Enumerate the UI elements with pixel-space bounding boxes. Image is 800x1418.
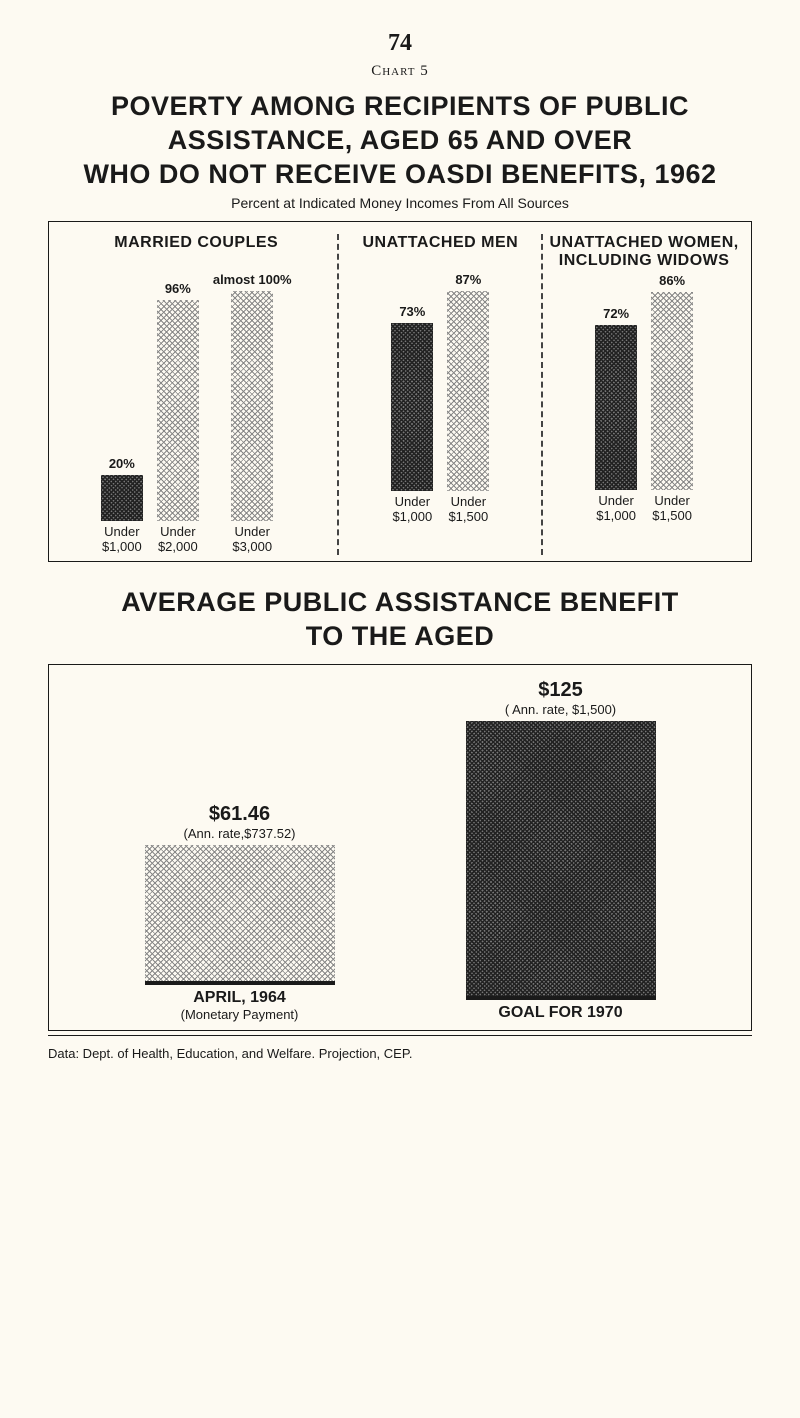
footnote: Data: Dept. of Health, Education, and We…: [48, 1046, 752, 1061]
title-line: WHO DO NOT RECEIVE OASDI BENEFITS, 1962: [48, 158, 752, 192]
bar-percent-label: 86%: [659, 273, 685, 288]
benefit-under-sub: (Monetary Payment): [181, 1007, 299, 1022]
benefit-column: $125( Ann. rate, $1,500) GOAL FOR 1970: [413, 679, 708, 1022]
bar-percent-label: almost 100%: [213, 272, 292, 287]
bar-under-label: Under$1,500: [652, 494, 692, 524]
bar-wrap: [466, 721, 656, 1000]
page-number: 74: [48, 30, 752, 57]
benefit-value: $61.46: [209, 803, 270, 826]
benefit-under-title: GOAL FOR 1970: [498, 1004, 622, 1022]
bar-column: 72% Under$1,000: [595, 306, 637, 524]
bar-percent-label: 73%: [399, 304, 425, 319]
benefit-value: $125: [538, 679, 583, 702]
bar: [447, 291, 489, 491]
bar: [145, 845, 335, 984]
bar-column: 87% Under$1,500: [447, 272, 489, 525]
bar-under-label: Under$2,000: [158, 525, 198, 555]
bar-under-label: Under$1,000: [392, 495, 432, 525]
bar-wrap: [145, 845, 335, 984]
benefit-column: $61.46(Ann. rate,$737.52) APRIL, 1964(Mon…: [92, 803, 387, 1021]
section2-title: AVERAGE PUBLIC ASSISTANCE BENEFIT TO THE…: [48, 586, 752, 654]
panel-title: MARRIED COUPLES: [114, 234, 278, 268]
bar-column: 20% Under$1,000: [101, 456, 143, 555]
title-line: AVERAGE PUBLIC ASSISTANCE BENEFIT: [48, 586, 752, 620]
bar-percent-label: 96%: [165, 281, 191, 296]
panel-title: UNATTACHED WOMEN, INCLUDING WIDOWS: [543, 234, 745, 269]
chart-panel-married: MARRIED COUPLES 20% Under$1,000 96% Under$2,…: [55, 234, 339, 555]
subtitle: Percent at Indicated Money Incomes From …: [48, 195, 752, 211]
divider: [48, 1035, 752, 1036]
bar-column: 86% Under$1,500: [651, 273, 693, 524]
bar: [466, 721, 656, 1000]
bar-under-label: Under$1,000: [102, 525, 142, 555]
benefit-annual-rate: ( Ann. rate, $1,500): [505, 702, 616, 717]
bar-column: 73% Under$1,000: [391, 304, 433, 525]
chart-panel-women: UNATTACHED WOMEN, INCLUDING WIDOWS 72% Und…: [543, 234, 745, 555]
main-title: POVERTY AMONG RECIPIENTS OF PUBLIC ASSIS…: [48, 90, 752, 191]
bar-percent-label: 72%: [603, 306, 629, 321]
bar-under-label: Under$3,000: [232, 525, 272, 555]
bars-row: 72% Under$1,000 86% Under$1,500: [595, 273, 693, 524]
title-line: ASSISTANCE, AGED 65 AND OVER: [48, 124, 752, 158]
panel-title: UNATTACHED MEN: [362, 234, 518, 268]
bar-percent-label: 87%: [455, 272, 481, 287]
bars-row: 73% Under$1,000 87% Under$1,500: [391, 272, 489, 525]
bar: [595, 325, 637, 491]
bar-column: 96% Under$2,000: [157, 281, 199, 555]
benefit-under-title: APRIL, 1964: [193, 989, 285, 1007]
bar-under-label: Under$1,000: [596, 494, 636, 524]
benefit-chart: $61.46(Ann. rate,$737.52) APRIL, 1964(Mon…: [48, 664, 752, 1031]
bar: [157, 300, 199, 521]
title-line: TO THE AGED: [48, 620, 752, 654]
bar-under-label: Under$1,500: [448, 495, 488, 525]
bar: [651, 292, 693, 490]
bars-row: 20% Under$1,000 96% Under$2,000 almost 100% U…: [101, 272, 292, 555]
bar-column: almost 100% Under$3,000: [213, 272, 292, 555]
title-line: POVERTY AMONG RECIPIENTS OF PUBLIC: [48, 90, 752, 124]
chart-panel-men: UNATTACHED MEN 73% Under$1,000 87% Under$1,5…: [339, 234, 543, 555]
poverty-chart: MARRIED COUPLES 20% Under$1,000 96% Under$2,…: [48, 221, 752, 562]
bar-percent-label: 20%: [109, 456, 135, 471]
bar: [101, 475, 143, 521]
chart-label: Chart 5: [48, 63, 752, 80]
bar: [231, 291, 273, 521]
bar: [391, 323, 433, 491]
benefit-annual-rate: (Ann. rate,$737.52): [183, 826, 295, 841]
